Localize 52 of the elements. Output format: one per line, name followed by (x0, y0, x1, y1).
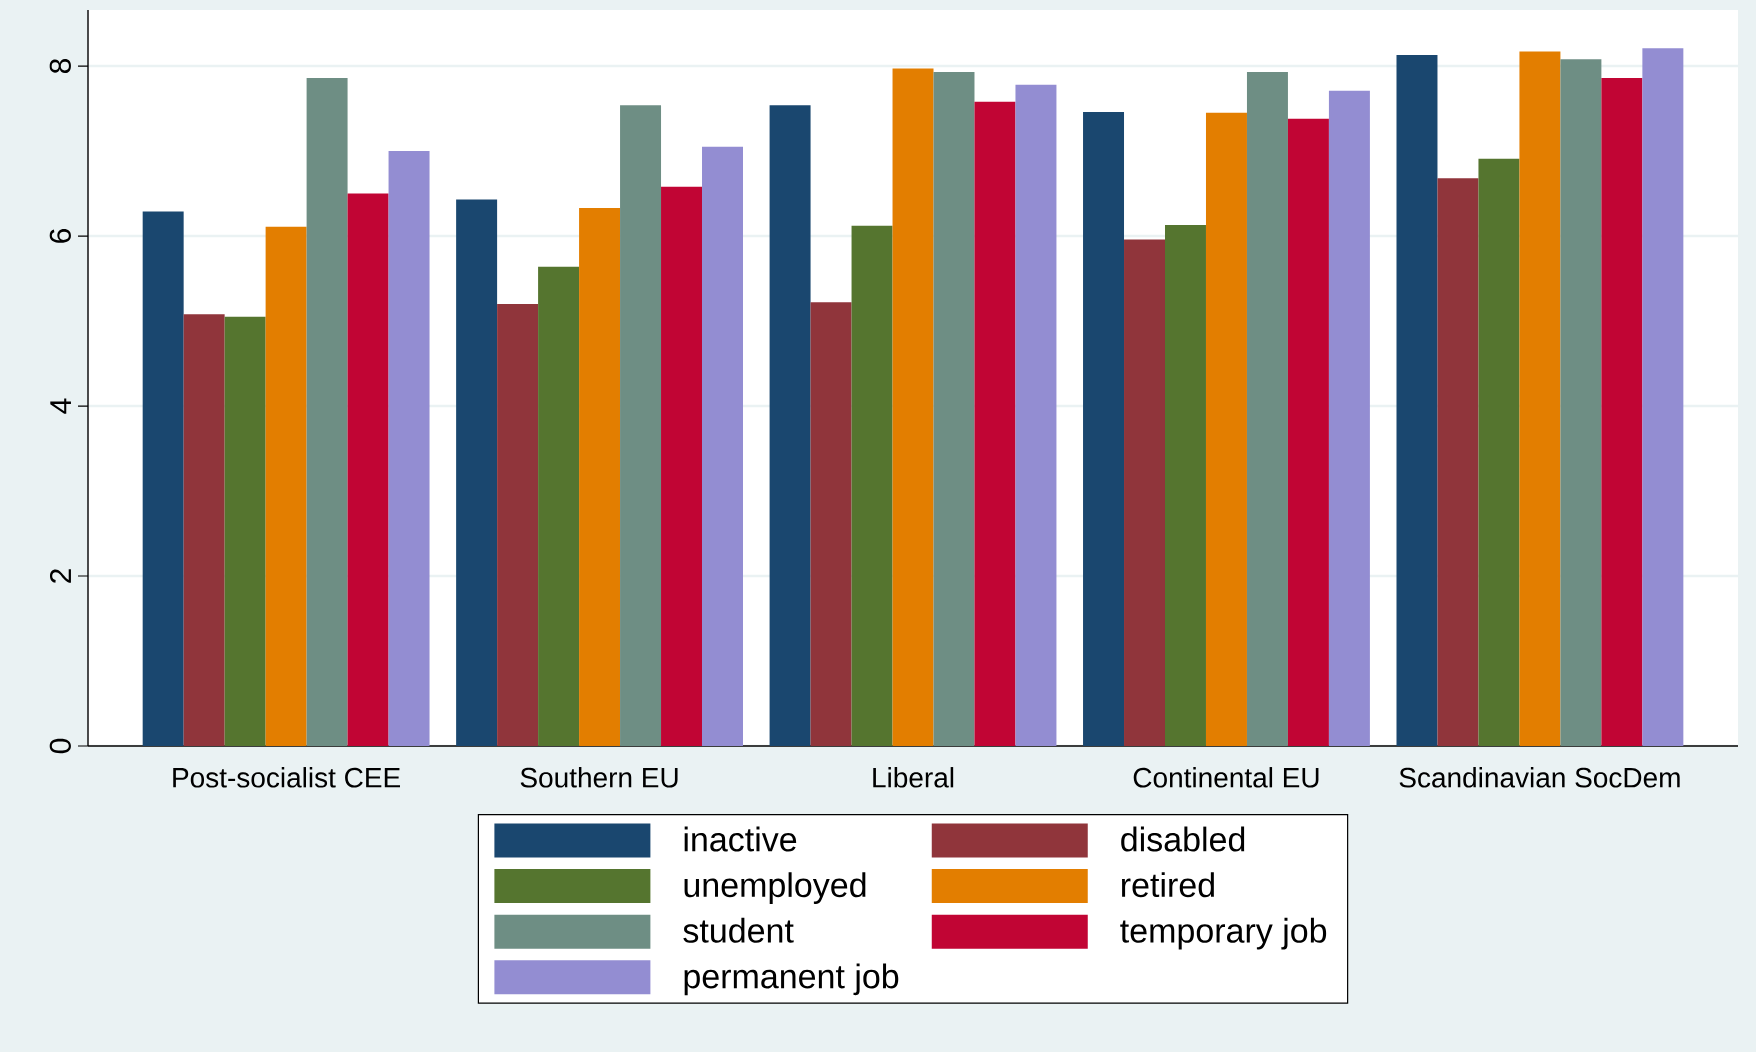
bar (1015, 84, 1057, 746)
bar (1287, 118, 1329, 746)
bar (974, 101, 1016, 746)
bar (933, 72, 975, 746)
bar (810, 302, 852, 746)
legend-label: permanent job (684, 963, 899, 996)
x-tick-label: Liberal (873, 767, 954, 788)
bar (1246, 72, 1288, 746)
legend-label: disabled (1121, 826, 1245, 852)
x-tick-label: Post-socialist CEE (173, 767, 400, 788)
bar (1437, 178, 1479, 746)
bar (224, 316, 266, 746)
bar (456, 199, 498, 746)
bar (1519, 51, 1561, 746)
bar (892, 68, 934, 746)
y-tick-label: 2 (49, 569, 71, 583)
bar (1328, 90, 1370, 746)
bar (347, 193, 389, 746)
bar (620, 105, 662, 746)
legend-label: temporary job (1120, 917, 1327, 950)
bar (1083, 111, 1125, 746)
bar (142, 211, 184, 746)
legend-label: student (683, 917, 794, 943)
bar (661, 186, 703, 746)
bar (1124, 239, 1165, 746)
bar (183, 314, 225, 746)
x-tick-label: Southern EU (520, 767, 678, 788)
legend-label: unemployed (684, 872, 866, 904)
bar (1205, 112, 1247, 746)
bar (1165, 225, 1206, 746)
bar (1396, 55, 1438, 746)
y-tick-label: 4 (50, 398, 71, 414)
bar (1642, 48, 1684, 746)
bar (306, 77, 348, 746)
bar (851, 225, 893, 746)
bar (579, 208, 621, 746)
x-tick-label: Scandinavian SocDem (1399, 767, 1680, 788)
bar (1601, 77, 1643, 746)
bar (265, 226, 307, 746)
bar (388, 151, 430, 746)
x-tick-label: Continental EU (1133, 767, 1319, 788)
bar (497, 304, 539, 746)
bar (1478, 158, 1520, 746)
y-tick-label: 0 (49, 738, 71, 754)
legend-label: retired (1122, 872, 1214, 898)
bar (1560, 59, 1602, 746)
y-tick-label: 6 (49, 229, 71, 243)
bar (702, 146, 743, 746)
bar (769, 105, 811, 746)
bar (538, 266, 580, 746)
legend-label: inactive (684, 826, 797, 852)
y-tick-label: 8 (49, 59, 71, 74)
